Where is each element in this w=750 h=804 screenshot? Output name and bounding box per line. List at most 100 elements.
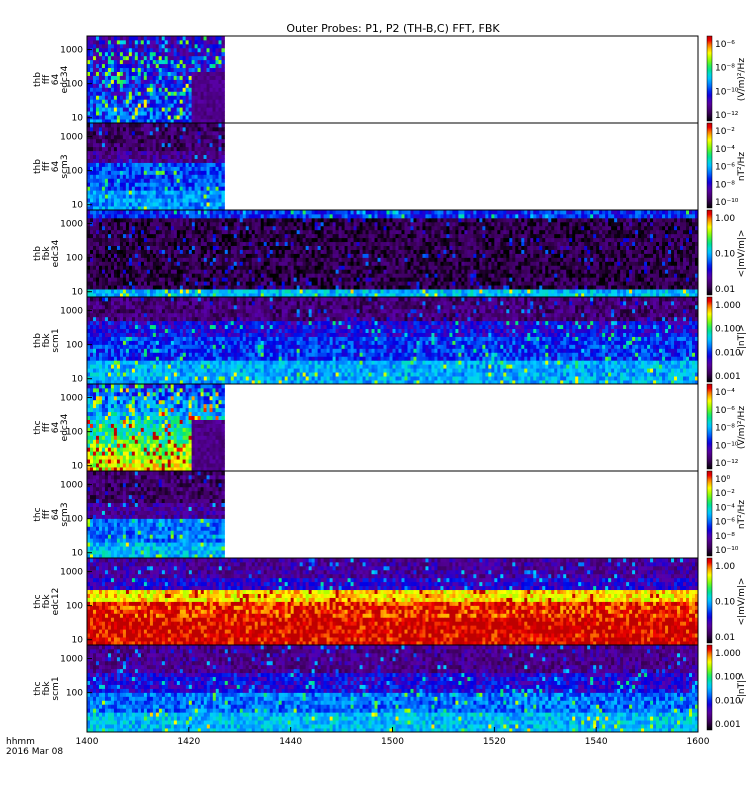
heatmap-cell <box>539 265 542 269</box>
heatmap-cell <box>120 111 123 115</box>
heatmap-cell <box>93 143 96 147</box>
heatmap-cell <box>339 273 342 277</box>
heatmap-cell <box>273 269 276 273</box>
heatmap-cell <box>123 242 126 246</box>
heatmap-cell <box>198 182 201 186</box>
heatmap-cell <box>120 40 123 44</box>
heatmap-cell <box>108 40 111 44</box>
heatmap-cell <box>401 250 404 254</box>
heatmap-cell <box>683 254 686 258</box>
heatmap-cell <box>614 242 617 246</box>
heatmap-cell <box>168 281 171 285</box>
heatmap-cell <box>482 277 485 281</box>
heatmap-cell <box>312 269 315 273</box>
heatmap-cell <box>129 285 132 289</box>
heatmap-cell <box>590 269 593 273</box>
heatmap-cell <box>425 289 428 293</box>
heatmap-cell <box>201 167 204 171</box>
heatmap-cell <box>162 68 165 72</box>
heatmap-cell <box>216 91 219 95</box>
heatmap-cell <box>204 56 207 60</box>
heatmap-cell <box>602 250 605 254</box>
heatmap-cell <box>207 68 210 72</box>
heatmap-cell <box>273 250 276 254</box>
heatmap-cell <box>668 281 671 285</box>
heatmap-cell <box>102 265 105 269</box>
heatmap-cell <box>150 111 153 115</box>
heatmap-cell <box>174 178 177 182</box>
heatmap-cell <box>285 242 288 246</box>
heatmap-cell <box>87 242 90 246</box>
heatmap-cell <box>120 83 123 87</box>
heatmap-cell <box>222 242 225 246</box>
heatmap-cell <box>168 83 171 87</box>
heatmap-cell <box>596 246 599 250</box>
heatmap-cell <box>626 281 629 285</box>
heatmap-cell <box>150 64 153 68</box>
heatmap-cell <box>345 250 348 254</box>
heatmap-cell <box>635 269 638 273</box>
heatmap-cell <box>626 257 629 261</box>
heatmap-cell <box>90 194 93 198</box>
heatmap-cell <box>168 147 171 151</box>
heatmap-cell <box>99 83 102 87</box>
heatmap-cell <box>177 238 180 242</box>
heatmap-cell <box>198 99 201 103</box>
colorbar-tick-label: 10⁻⁶ <box>715 40 735 50</box>
heatmap-cell <box>150 273 153 277</box>
heatmap-cell <box>264 242 267 246</box>
heatmap-cell <box>306 254 309 258</box>
heatmap-cell <box>96 261 99 265</box>
heatmap-cell <box>321 273 324 277</box>
heatmap-cell <box>201 68 204 72</box>
heatmap-cell <box>105 72 108 76</box>
heatmap-cell <box>231 261 234 265</box>
heatmap-cell <box>300 254 303 258</box>
heatmap-cell <box>237 289 240 293</box>
heatmap-cell <box>647 265 650 269</box>
heatmap-cell <box>221 56 224 60</box>
heatmap-cell <box>207 202 210 206</box>
heatmap-cell <box>497 254 500 258</box>
heatmap-cell <box>407 242 410 246</box>
heatmap-cell <box>401 254 404 258</box>
heatmap-cell <box>183 127 186 131</box>
heatmap-cell <box>87 269 90 273</box>
heatmap-cell <box>177 87 180 91</box>
heatmap-cell <box>210 163 213 167</box>
heatmap-cell <box>132 139 135 143</box>
heatmap-cell <box>396 281 399 285</box>
heatmap-cell <box>156 269 159 273</box>
heatmap-cell <box>204 151 207 155</box>
heatmap-cell <box>171 36 174 40</box>
heatmap-cell <box>120 44 123 48</box>
heatmap-cell <box>177 131 180 135</box>
heatmap-cell <box>138 202 141 206</box>
heatmap-cell <box>141 269 144 273</box>
heatmap-cell <box>204 127 207 131</box>
heatmap-cell <box>195 40 198 44</box>
heatmap-cell <box>186 194 189 198</box>
heatmap-cell <box>279 265 282 269</box>
heatmap-cell <box>111 265 114 269</box>
heatmap-cell <box>476 254 479 258</box>
heatmap-cell <box>560 250 563 254</box>
heatmap-cell <box>671 289 674 293</box>
heatmap-cell <box>575 254 578 258</box>
heatmap-cell <box>207 40 210 44</box>
heatmap-cell <box>216 190 219 194</box>
heatmap-cell <box>393 242 396 246</box>
heatmap-cell <box>488 285 491 289</box>
heatmap-cell <box>123 115 126 119</box>
heatmap-cell <box>111 273 114 277</box>
heatmap-cell <box>261 277 264 281</box>
heatmap-cell <box>132 261 135 265</box>
heatmap-cell <box>282 277 285 281</box>
heatmap-cell <box>419 289 422 293</box>
heatmap-cell <box>210 52 213 56</box>
heatmap-cell <box>93 123 96 127</box>
heatmap-cell <box>150 87 153 91</box>
heatmap-cell <box>401 261 404 265</box>
heatmap-cell <box>641 257 644 261</box>
heatmap-cell <box>105 265 108 269</box>
